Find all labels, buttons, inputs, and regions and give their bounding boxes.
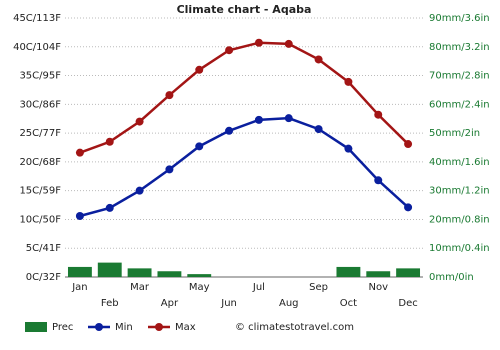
x-tick-label: Apr (161, 298, 179, 309)
point (135, 117, 144, 126)
line (79, 116, 409, 218)
y-tick-label: 10C/50F (19, 214, 61, 225)
x-tick-label: Jan (71, 282, 87, 293)
point (165, 91, 174, 100)
y-tick-label: 15C/59F (19, 186, 61, 197)
point (254, 38, 263, 47)
point (75, 211, 84, 220)
point (254, 115, 263, 124)
point (314, 55, 323, 64)
bar (157, 271, 182, 277)
chart-title: Climate chart - Aqaba (177, 3, 312, 16)
y2-tick-label: 50mm/2in (429, 128, 480, 139)
y2-tick-label: 20mm/0.8in (429, 214, 490, 225)
x-tick-label: Sep (309, 282, 328, 293)
y-tick-label: 25C/77F (19, 128, 61, 139)
x-tick-label: Jun (220, 298, 237, 309)
point (374, 176, 383, 185)
point (374, 110, 383, 119)
x-tick-label: Feb (101, 298, 119, 309)
point (284, 114, 293, 123)
legend-label: Prec (52, 322, 73, 333)
y-tick-label: 0C/32F (26, 272, 61, 283)
x-tick-label: Nov (368, 282, 388, 293)
y-tick-label: 45C/113F (13, 13, 61, 24)
y-tick-label: 35C/95F (19, 71, 61, 82)
point (404, 140, 413, 149)
legend-label: Min (115, 322, 133, 333)
point (344, 77, 353, 86)
point (195, 65, 204, 74)
bar (366, 271, 391, 277)
y-tick-label: 30C/86F (19, 99, 61, 110)
y2-tick-label: 0mm/0in (429, 272, 474, 283)
y-tick-label: 20C/68F (19, 157, 61, 168)
x-tick-label: Oct (340, 298, 357, 309)
credit: © climatestotravel.com (235, 322, 354, 333)
legend-swatch (95, 323, 103, 331)
line (79, 41, 409, 154)
x-tick-label: Dec (398, 298, 417, 309)
bar (396, 268, 421, 277)
point (314, 125, 323, 134)
legend-label: Max (175, 322, 196, 333)
bar (127, 268, 152, 277)
y2-tick-label: 90mm/3.6in (429, 13, 490, 24)
bar (187, 274, 212, 277)
point (195, 142, 204, 151)
y2-tick-label: 60mm/2.4in (429, 99, 490, 110)
x-tick-label: Mar (130, 282, 150, 293)
x-tick-label: May (189, 282, 210, 293)
y2-tick-label: 70mm/2.8in (429, 71, 490, 82)
y-tick-label: 40C/104F (13, 42, 61, 53)
point (404, 203, 413, 212)
point (225, 126, 234, 135)
y2-tick-label: 80mm/3.2in (429, 42, 490, 53)
bar (97, 262, 122, 277)
point (284, 39, 293, 48)
bar (336, 266, 361, 277)
point (75, 148, 84, 157)
point (225, 46, 234, 55)
y2-tick-label: 40mm/1.6in (429, 157, 490, 168)
y2-tick-label: 30mm/1.2in (429, 186, 490, 197)
x-tick-label: Aug (279, 298, 299, 309)
point (344, 144, 353, 153)
y-tick-label: 5C/41F (26, 243, 61, 254)
bar (67, 266, 92, 277)
y2-tick-label: 10mm/0.4in (429, 243, 490, 254)
x-tick-label: Jul (252, 282, 265, 293)
point (105, 203, 114, 212)
point (165, 165, 174, 174)
legend-swatch (25, 322, 47, 332)
legend-swatch (155, 323, 163, 331)
point (135, 186, 144, 195)
point (105, 137, 114, 146)
